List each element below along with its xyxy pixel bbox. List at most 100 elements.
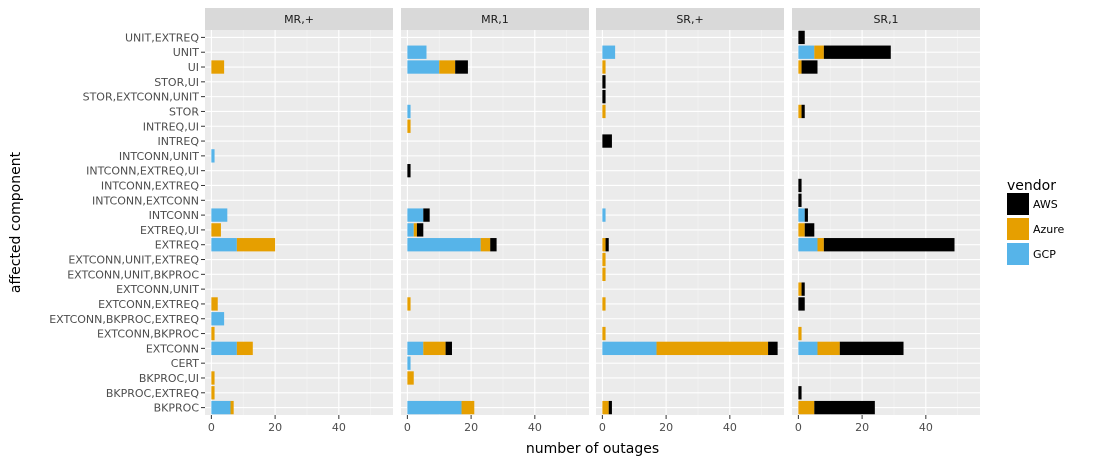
panel-background: [596, 30, 784, 415]
bar-aws-intconn-extreq-ui: [407, 164, 411, 178]
y-tick-labels: UNIT,EXTREQ UNIT UI STOR,UI STOR,EXTCONN,UNI…: [49, 31, 205, 415]
bar-aws-extreq: [823, 238, 955, 252]
legend-title: vendor: [1007, 178, 1056, 194]
bar-aws-bkproc: [608, 400, 612, 415]
bar-aws-extreq: [605, 238, 609, 252]
bar-azure-bkproc-extreq: [211, 386, 215, 400]
bar-aws-intconn: [804, 208, 808, 222]
y-axis-title: affected component: [8, 151, 24, 293]
facet-strip-label: SR,1: [873, 13, 898, 26]
bar-aws-extconn-unit: [801, 282, 805, 296]
legend: vendor AWS Azure GCP: [1007, 178, 1065, 265]
y-tick-label: UNIT: [173, 46, 200, 59]
bar-aws-extreq-ui: [416, 223, 424, 237]
y-tick-label: INTCONN,UNIT: [119, 150, 199, 163]
bar-azure-bkproc: [798, 400, 815, 415]
x-tick-label: 40: [723, 421, 737, 434]
bar-gcp-bkproc: [211, 400, 231, 415]
bar-azure-extconn: [817, 341, 840, 356]
bar-azure-ui: [439, 60, 456, 74]
bar-azure-extconn-bkproc: [211, 326, 215, 341]
legend-key-azure: [1007, 218, 1029, 240]
bar-aws-unit: [823, 45, 891, 59]
bar-azure-extconn-bkproc: [602, 326, 606, 341]
y-tick-label: BKPROC: [154, 402, 200, 415]
y-tick-label: BKPROC,EXTREQ: [106, 387, 199, 400]
bar-aws-extconn: [768, 341, 778, 356]
bar-aws-intconn: [423, 208, 430, 222]
facet-strip: [596, 8, 784, 30]
bar-azure-extconn-bkproc: [798, 326, 802, 341]
legend-label-gcp: GCP: [1033, 248, 1056, 261]
panel-background: [401, 30, 589, 415]
legend-key-gcp: [1007, 243, 1029, 265]
x-tick-label: 40: [919, 421, 933, 434]
bar-aws-extconn: [445, 341, 452, 356]
bar-azure-extreq: [602, 238, 606, 252]
bar-azure-extreq: [817, 238, 824, 252]
x-tick-label: 20: [659, 421, 673, 434]
bar-gcp-extconn: [211, 341, 237, 356]
bar-azure-bkproc: [602, 400, 609, 415]
bar-aws-extreq-ui: [804, 223, 815, 237]
y-tick-label: STOR,EXTCONN,UNIT: [83, 91, 200, 104]
bar-gcp-unit: [798, 45, 815, 59]
bar-gcp-unit: [407, 45, 427, 59]
bar-azure-bkproc-ui: [211, 371, 215, 385]
facet-strip-label: SR,+: [676, 13, 703, 26]
bar-gcp-extreq: [407, 238, 481, 252]
bar-azure-extconn: [236, 341, 253, 356]
x-tick-label: 20: [464, 421, 478, 434]
bar-azure-unit: [814, 45, 824, 59]
bar-azure-stor: [602, 104, 606, 119]
bar-gcp-ui: [407, 60, 440, 74]
x-tick-label: 40: [332, 421, 346, 434]
bar-azure-extconn-unit-extreq: [602, 252, 606, 267]
facet-panel-mr: MR,+ 0 20 40: [205, 8, 393, 434]
bar-azure-intreq-ui: [407, 119, 411, 133]
bar-gcp-intconn: [407, 208, 424, 222]
y-tick-label: CERT: [171, 357, 199, 370]
y-tick-label: UNIT,EXTREQ: [125, 31, 199, 44]
bar-gcp-intconn: [211, 208, 228, 222]
y-tick-label: UI: [188, 61, 199, 74]
bar-gcp-intconn: [602, 208, 606, 222]
y-tick-label: EXTCONN: [146, 342, 199, 355]
bar-aws-stor: [801, 104, 805, 119]
facet-strip-label: MR,1: [481, 13, 509, 26]
bar-azure-ui: [798, 60, 802, 74]
facet-panel-sr: SR,+ 0 20 40: [596, 8, 784, 434]
legend-label-aws: AWS: [1033, 198, 1058, 211]
facet-panel-mr-1: MR,1 0 20 40: [401, 8, 589, 434]
y-tick-label: EXTCONN,BKPROC: [97, 328, 199, 341]
bar-azure-stor: [798, 104, 802, 119]
x-tick-label: 0: [795, 421, 802, 434]
facet-strip: [401, 8, 589, 30]
y-tick-label: EXTCONN,UNIT,BKPROC: [67, 268, 199, 281]
bar-gcp-intconn-unit: [211, 149, 215, 163]
bar-azure-extconn: [423, 341, 446, 356]
x-tick-label: 0: [599, 421, 606, 434]
facet-panel-sr-1: SR,1 0 20 40: [792, 8, 980, 434]
bar-aws-extconn: [839, 341, 904, 356]
y-tick-label: INTCONN: [149, 209, 199, 222]
bar-gcp-extreq: [798, 238, 818, 252]
bar-aws-ui: [801, 60, 818, 74]
bar-azure-extconn-extreq: [407, 297, 411, 311]
y-tick-label: BKPROC,UI: [139, 372, 199, 385]
bar-aws-bkproc: [814, 400, 875, 415]
y-tick-label: EXTREQ,UI: [140, 224, 199, 237]
legend-key-aws: [1007, 193, 1029, 215]
y-tick-label: EXTCONN,UNIT: [116, 283, 199, 296]
y-tick-label: EXTREQ: [155, 239, 200, 252]
bar-aws-intconn-extconn: [798, 193, 802, 207]
y-tick-label: INTCONN,EXTCONN: [92, 194, 199, 207]
panel-background: [205, 30, 393, 415]
bar-azure-ui: [211, 60, 225, 74]
facet-strip: [792, 8, 980, 30]
x-tick-label: 0: [404, 421, 411, 434]
legend-label-azure: Azure: [1033, 223, 1065, 236]
y-tick-label: EXTCONN,BKPROC,EXTREQ: [49, 313, 199, 326]
bar-aws-stor-ui: [602, 75, 606, 89]
bar-azure-extreq-ui: [798, 223, 805, 237]
